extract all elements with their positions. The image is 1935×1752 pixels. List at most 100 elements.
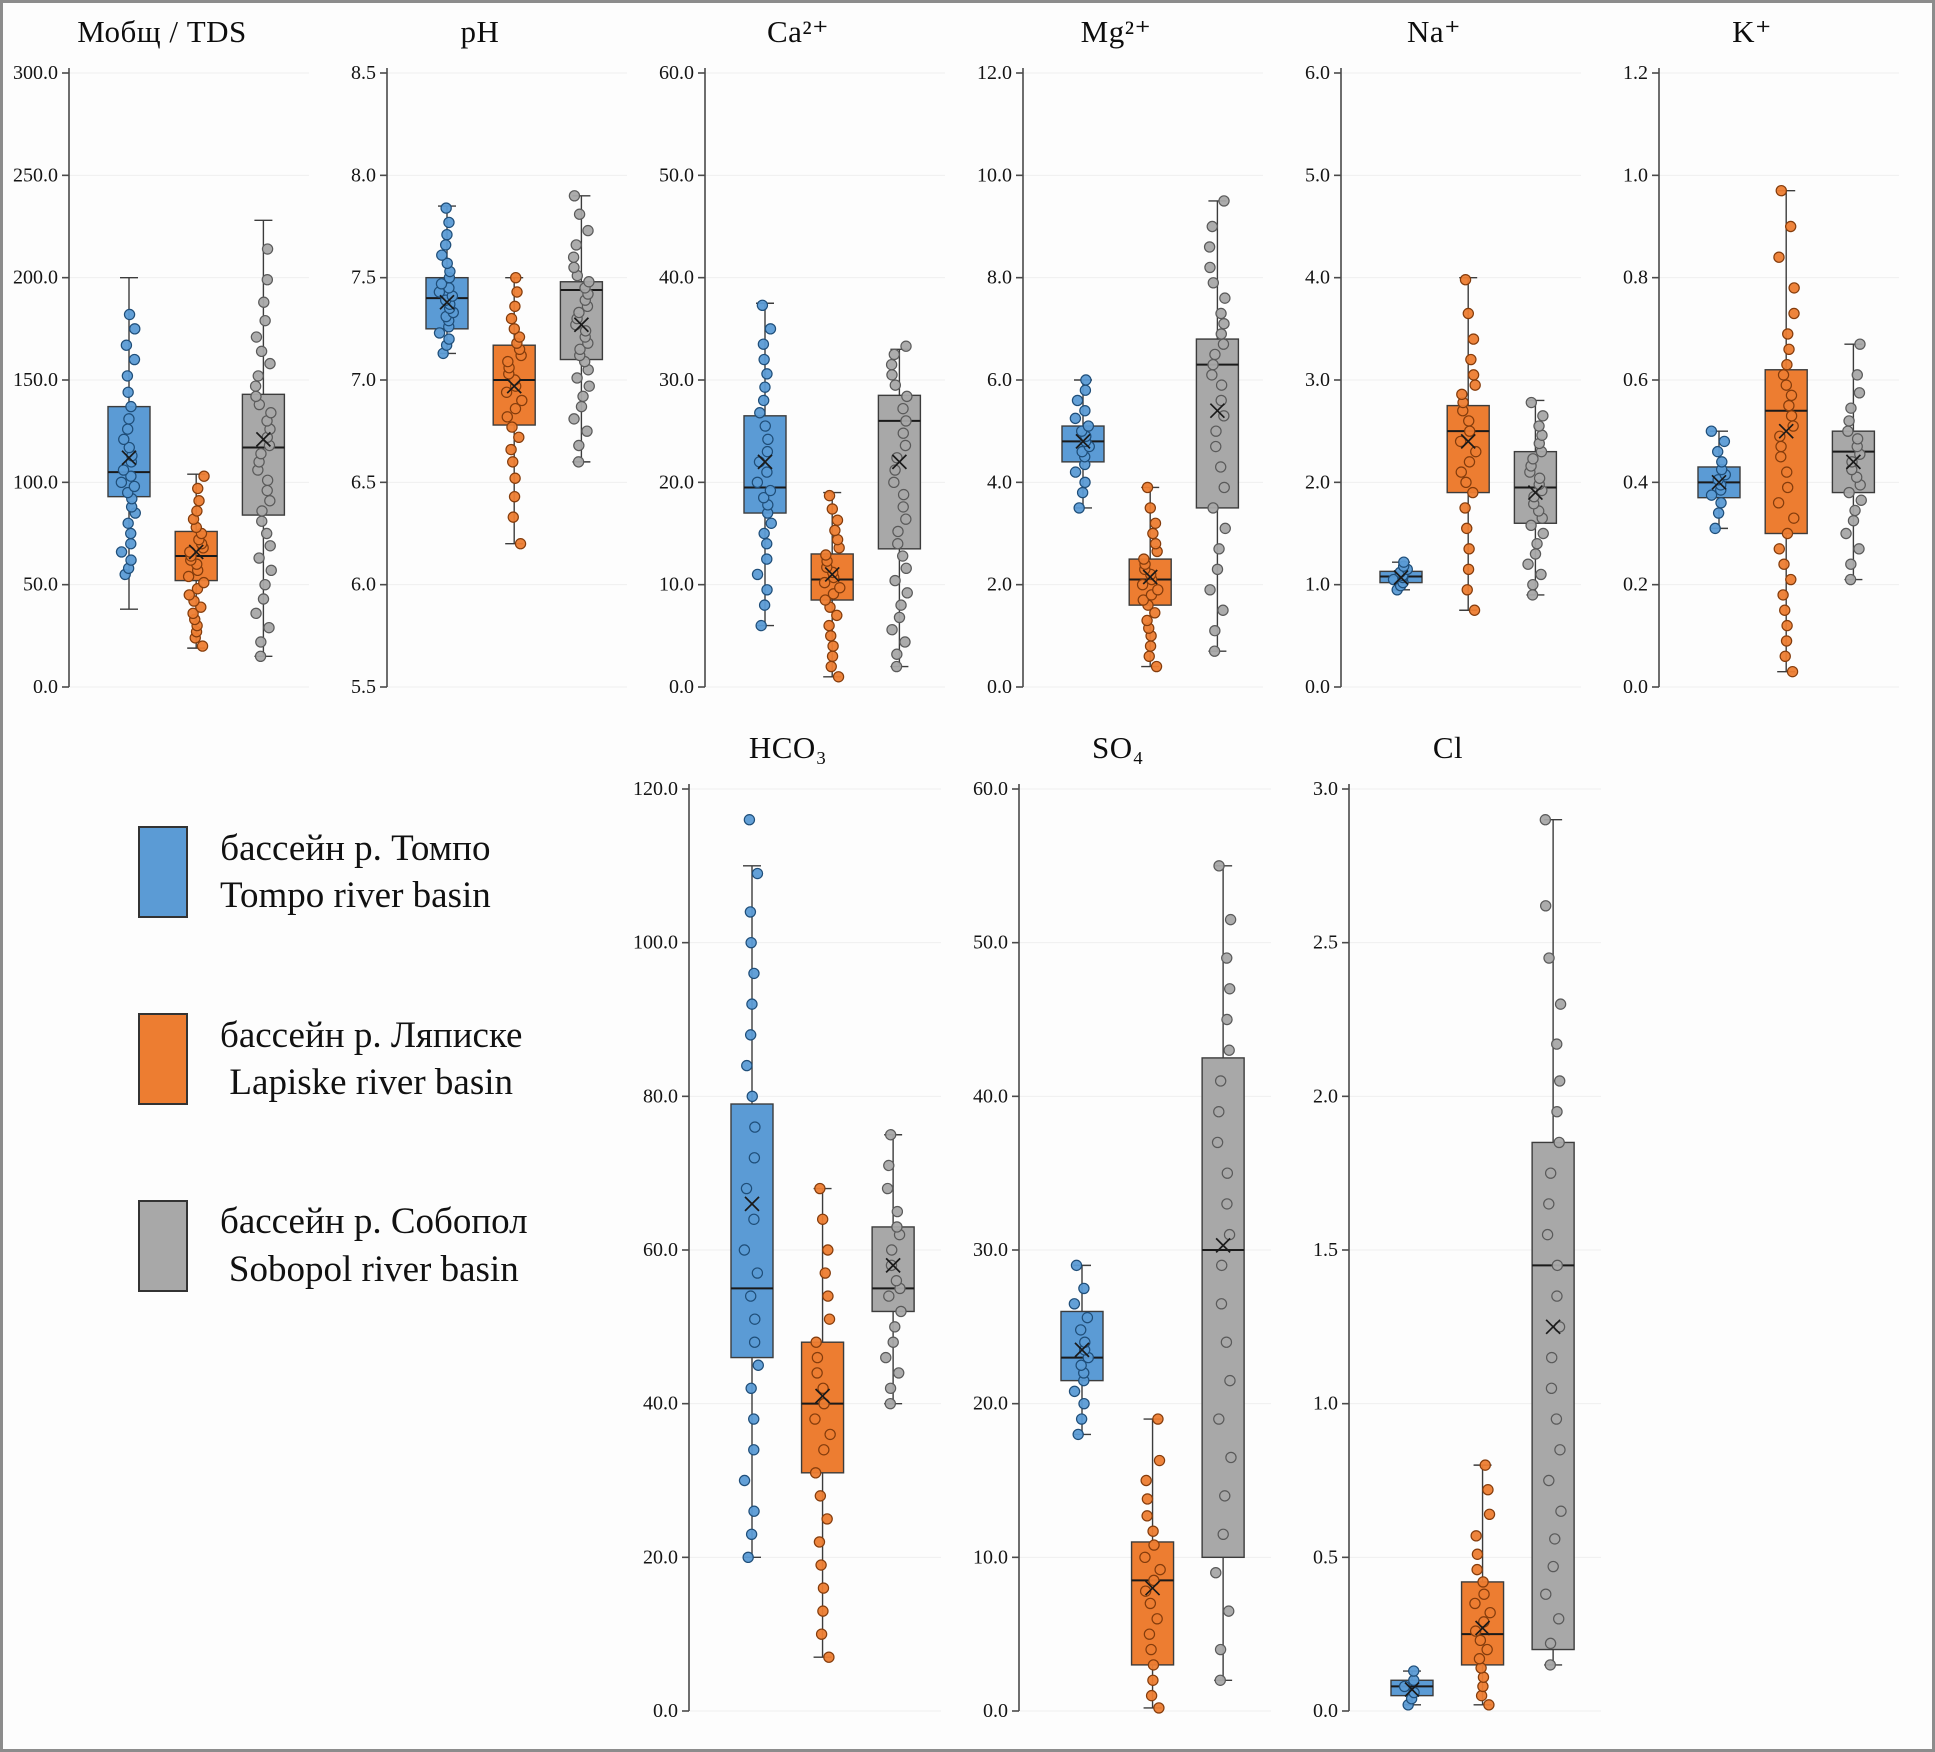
svg-text:0.6: 0.6 [1623, 369, 1648, 391]
svg-text:0.0: 0.0 [1313, 1700, 1338, 1722]
svg-text:40.0: 40.0 [973, 1085, 1008, 1107]
svg-text:0.0: 0.0 [983, 1700, 1008, 1722]
svg-text:0.0: 0.0 [669, 676, 694, 698]
svg-text:8.0: 8.0 [987, 267, 1012, 289]
svg-text:6.5: 6.5 [351, 471, 376, 493]
svg-text:50.0: 50.0 [23, 574, 58, 596]
boxplot-panel-ph: pH 5.5 6.0 6.5 7.0 7.5 8.0 8.5 [321, 9, 639, 719]
svg-text:40.0: 40.0 [659, 267, 694, 289]
legend-text-sobopol: бассейн р. Собопол Sobopol river basin [220, 1198, 528, 1293]
svg-text:2.0: 2.0 [987, 574, 1012, 596]
svg-text:2.0: 2.0 [1305, 471, 1330, 493]
svg-text:7.0: 7.0 [351, 369, 376, 391]
boxplot-canvas-hco3: 0.0 20.0 40.0 60.0 80.0 100.0 120.0 [633, 778, 941, 1722]
svg-text:0.8: 0.8 [1623, 267, 1648, 289]
boxplot-panel-cl: Cl 0.0 0.5 1.0 1.5 2.0 2.5 3.0 [1283, 725, 1613, 1743]
svg-text:10.0: 10.0 [659, 574, 694, 596]
legend-text-tompo: бассейн р. Томпо Tompo river basin [220, 825, 491, 920]
legend-item-lapiske: бассейн р. Ляписке Lapiske river basin [138, 1012, 623, 1107]
svg-text:0.0: 0.0 [653, 1700, 678, 1722]
svg-text:7.5: 7.5 [351, 267, 376, 289]
legend-item-tompo: бассейн р. Томпо Tompo river basin [138, 825, 623, 920]
svg-text:100.0: 100.0 [13, 471, 58, 493]
svg-text:50.0: 50.0 [659, 164, 694, 186]
legend-label-ru-lapiske: бассейн р. Ляписке [220, 1014, 523, 1056]
svg-text:30.0: 30.0 [973, 1239, 1008, 1261]
panel-title-ca: Ca²⁺ [766, 14, 830, 49]
svg-text:0.4: 0.4 [1623, 471, 1648, 493]
svg-text:250.0: 250.0 [13, 164, 58, 186]
legend-swatch-tompo [138, 826, 188, 919]
svg-text:80.0: 80.0 [643, 1085, 678, 1107]
svg-text:4.0: 4.0 [987, 471, 1012, 493]
legend-swatch-sobopol [138, 1199, 188, 1292]
panel-title-ph: pH [460, 14, 500, 49]
svg-text:0.0: 0.0 [33, 676, 58, 698]
panel-title-k: K⁺ [1732, 14, 1772, 49]
panel-title-tds: Мобщ / TDS [77, 14, 247, 49]
svg-text:3.0: 3.0 [1313, 778, 1338, 800]
boxplot-panel-mg: Mg²⁺ 0.0 2.0 4.0 6.0 8.0 10.0 12.0 [957, 9, 1275, 719]
svg-text:2.0: 2.0 [1313, 1085, 1338, 1107]
legend-swatch-lapiske [138, 1013, 188, 1106]
svg-text:10.0: 10.0 [977, 164, 1012, 186]
boxplot-canvas-k: 0.0 0.2 0.4 0.6 0.8 1.0 1.2 [1623, 62, 1899, 698]
svg-text:12.0: 12.0 [977, 62, 1012, 84]
legend-text-lapiske: бассейн р. Ляписке Lapiske river basin [220, 1012, 522, 1107]
svg-text:6.0: 6.0 [351, 574, 376, 596]
svg-text:60.0: 60.0 [659, 62, 694, 84]
svg-text:50.0: 50.0 [973, 932, 1008, 954]
svg-text:100.0: 100.0 [633, 932, 678, 954]
svg-text:4.0: 4.0 [1305, 267, 1330, 289]
svg-text:10.0: 10.0 [973, 1546, 1008, 1568]
boxplot-panel-tds: Мобщ / TDS 0.0 50.0 100.0 150.0 200.0 250.0 30… [3, 9, 321, 719]
svg-text:150.0: 150.0 [13, 369, 58, 391]
svg-text:0.0: 0.0 [1623, 676, 1648, 698]
svg-text:5.0: 5.0 [1305, 164, 1330, 186]
svg-text:5.5: 5.5 [351, 676, 376, 698]
panel-title-so4: SO₄ [1092, 730, 1144, 765]
panel-title-mg: Mg²⁺ [1080, 14, 1152, 49]
svg-text:20.0: 20.0 [643, 1546, 678, 1568]
svg-text:0.0: 0.0 [1305, 676, 1330, 698]
svg-text:1.0: 1.0 [1305, 574, 1330, 596]
svg-text:20.0: 20.0 [973, 1393, 1008, 1415]
boxplot-canvas-tds: 0.0 50.0 100.0 150.0 200.0 250.0 300.0 [13, 62, 309, 698]
boxplot-canvas-ca: 0.0 10.0 20.0 30.0 40.0 50.0 60.0 [659, 62, 945, 698]
svg-text:40.0: 40.0 [643, 1393, 678, 1415]
legend: бассейн р. Томпо Tompo river basin бассе… [3, 725, 623, 1743]
boxplot-canvas-so4: 0.0 10.0 20.0 30.0 40.0 50.0 60.0 [973, 778, 1271, 1722]
svg-text:300.0: 300.0 [13, 62, 58, 84]
legend-label-en-tompo: Tompo river basin [220, 875, 491, 917]
boxplot-canvas-ph: 5.5 6.0 6.5 7.0 7.5 8.0 8.5 [351, 62, 627, 698]
svg-text:2.5: 2.5 [1313, 932, 1338, 954]
svg-text:60.0: 60.0 [973, 778, 1008, 800]
legend-item-sobopol: бассейн р. Собопол Sobopol river basin [138, 1198, 623, 1293]
svg-text:0.0: 0.0 [987, 676, 1012, 698]
panel-title-cl: Cl [1432, 730, 1464, 765]
boxplot-canvas-cl: 0.0 0.5 1.0 1.5 2.0 2.5 3.0 [1313, 778, 1601, 1722]
boxplot-panel-na: Na⁺ 0.0 1.0 2.0 3.0 4.0 5.0 6.0 [1275, 9, 1593, 719]
panel-title-na: Na⁺ [1406, 14, 1461, 49]
svg-text:0.5: 0.5 [1313, 1546, 1338, 1568]
svg-text:3.0: 3.0 [1305, 369, 1330, 391]
boxplot-panel-ca: Ca²⁺ 0.0 10.0 20.0 30.0 40.0 50.0 60.0 [639, 9, 957, 719]
svg-text:200.0: 200.0 [13, 267, 58, 289]
svg-text:20.0: 20.0 [659, 471, 694, 493]
svg-text:8.5: 8.5 [351, 62, 376, 84]
svg-text:1.0: 1.0 [1313, 1393, 1338, 1415]
bottom-row: бассейн р. Томпо Tompo river basin бассе… [3, 725, 1932, 1743]
svg-text:1.2: 1.2 [1623, 62, 1648, 84]
boxplot-panel-k: K⁺ 0.0 0.2 0.4 0.6 0.8 1.0 1.2 [1593, 9, 1911, 719]
boxplot-canvas-mg: 0.0 2.0 4.0 6.0 8.0 10.0 12.0 [977, 62, 1263, 698]
svg-text:6.0: 6.0 [1305, 62, 1330, 84]
boxplot-panel-so4: SO₄ 0.0 10.0 20.0 30.0 40.0 50.0 60.0 [953, 725, 1283, 1743]
svg-text:1.0: 1.0 [1623, 164, 1648, 186]
legend-label-en-sobopol: Sobopol river basin [228, 1248, 519, 1290]
svg-text:6.0: 6.0 [987, 369, 1012, 391]
svg-text:120.0: 120.0 [633, 778, 678, 800]
legend-label-ru-tompo: бассейн р. Томпо [220, 828, 491, 869]
svg-text:0.2: 0.2 [1623, 574, 1648, 596]
boxplot-canvas-na: 0.0 1.0 2.0 3.0 4.0 5.0 6.0 [1305, 62, 1581, 698]
